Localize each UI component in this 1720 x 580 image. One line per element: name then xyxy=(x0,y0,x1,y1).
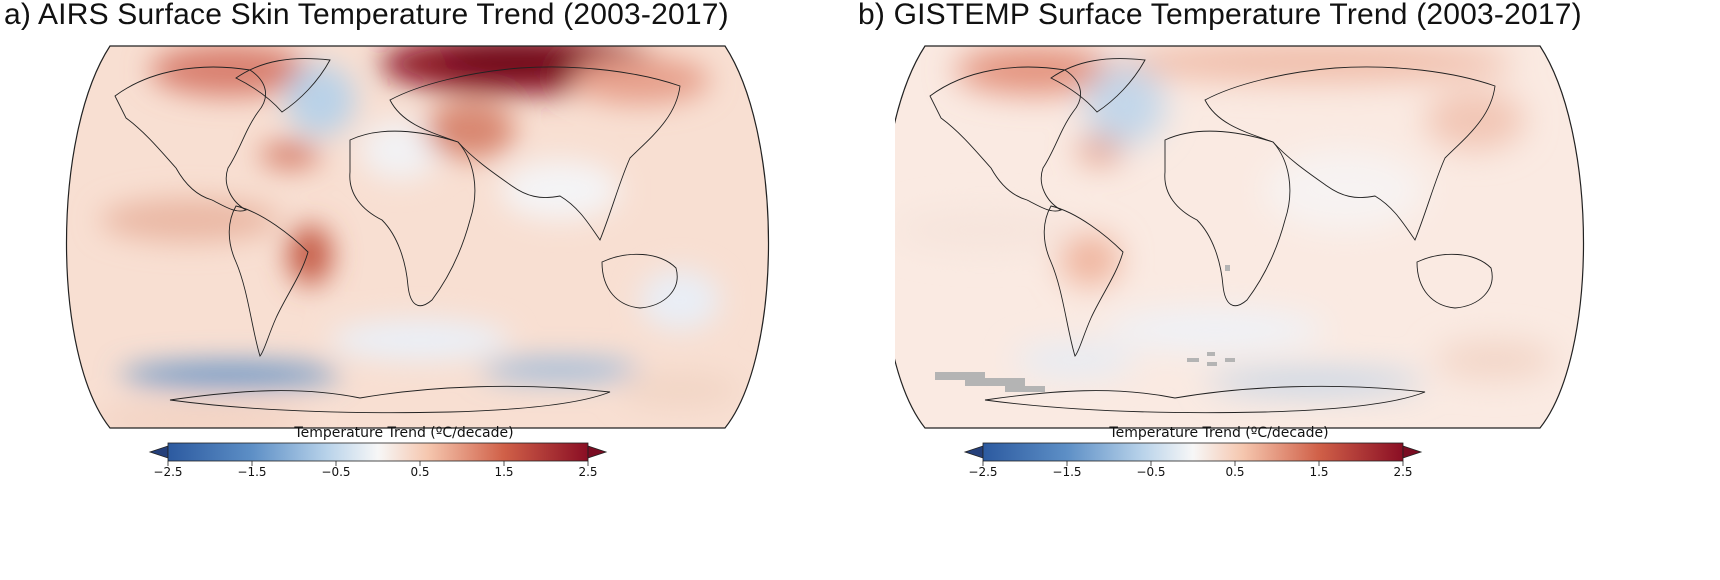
panel-title-gistemp: b) GISTEMP Surface Temperature Trend (20… xyxy=(858,0,1582,31)
map-airs: −2.5 −1.5 −0.5 0.5 1.5 2.5 xyxy=(65,45,770,479)
colorbar-gradient xyxy=(167,442,589,462)
temperature-field xyxy=(66,46,769,428)
colorbar-label: Temperature Trend (ºC/decade) xyxy=(1109,425,1329,441)
map-gistemp: −2.5 −1.5 −0.5 0.5 1.5 2.5 xyxy=(895,45,1585,479)
colorbar-extend-low xyxy=(963,445,984,459)
map-boundary xyxy=(65,45,770,429)
colorbar-gradient xyxy=(982,442,1404,462)
colorbar-tick-label: 2.5 xyxy=(578,465,597,479)
colorbar-tick-label: −1.5 xyxy=(237,465,266,479)
colorbar: −2.5 −1.5 −0.5 0.5 1.5 2.5 xyxy=(963,442,1423,479)
colorbar-tick-label: 0.5 xyxy=(410,465,429,479)
colorbar-tick-label: −2.5 xyxy=(968,465,997,479)
panel-airs: a) AIRS Surface Skin Temperature Trend (… xyxy=(4,0,770,479)
colorbar-tick-label: 0.5 xyxy=(1225,465,1244,479)
colorbar-tick-label: 1.5 xyxy=(1309,465,1328,479)
missing-data-cells xyxy=(935,265,1235,392)
coastlines xyxy=(929,58,1496,414)
colorbar-tick-label: −0.5 xyxy=(1136,465,1165,479)
colorbar-extend-low xyxy=(148,445,169,459)
colorbar-extend-high xyxy=(587,445,608,459)
panel-title-airs: a) AIRS Surface Skin Temperature Trend (… xyxy=(4,0,729,31)
colorbar-tick-label: −1.5 xyxy=(1052,465,1081,479)
colorbar: −2.5 −1.5 −0.5 0.5 1.5 2.5 xyxy=(148,442,608,479)
colorbar-tick-label: 1.5 xyxy=(494,465,513,479)
colorbar-tick-label: −0.5 xyxy=(321,465,350,479)
panel-gistemp: b) GISTEMP Surface Temperature Trend (20… xyxy=(858,0,1720,580)
temperature-field xyxy=(895,46,1584,428)
map-boundary xyxy=(895,45,1585,429)
colorbar-tick-label: −2.5 xyxy=(153,465,182,479)
colorbar-tick-label: 2.5 xyxy=(1393,465,1412,479)
colorbar-label: Temperature Trend (ºC/decade) xyxy=(294,425,514,441)
coastlines xyxy=(114,58,681,414)
colorbar-extend-high xyxy=(1402,445,1423,459)
